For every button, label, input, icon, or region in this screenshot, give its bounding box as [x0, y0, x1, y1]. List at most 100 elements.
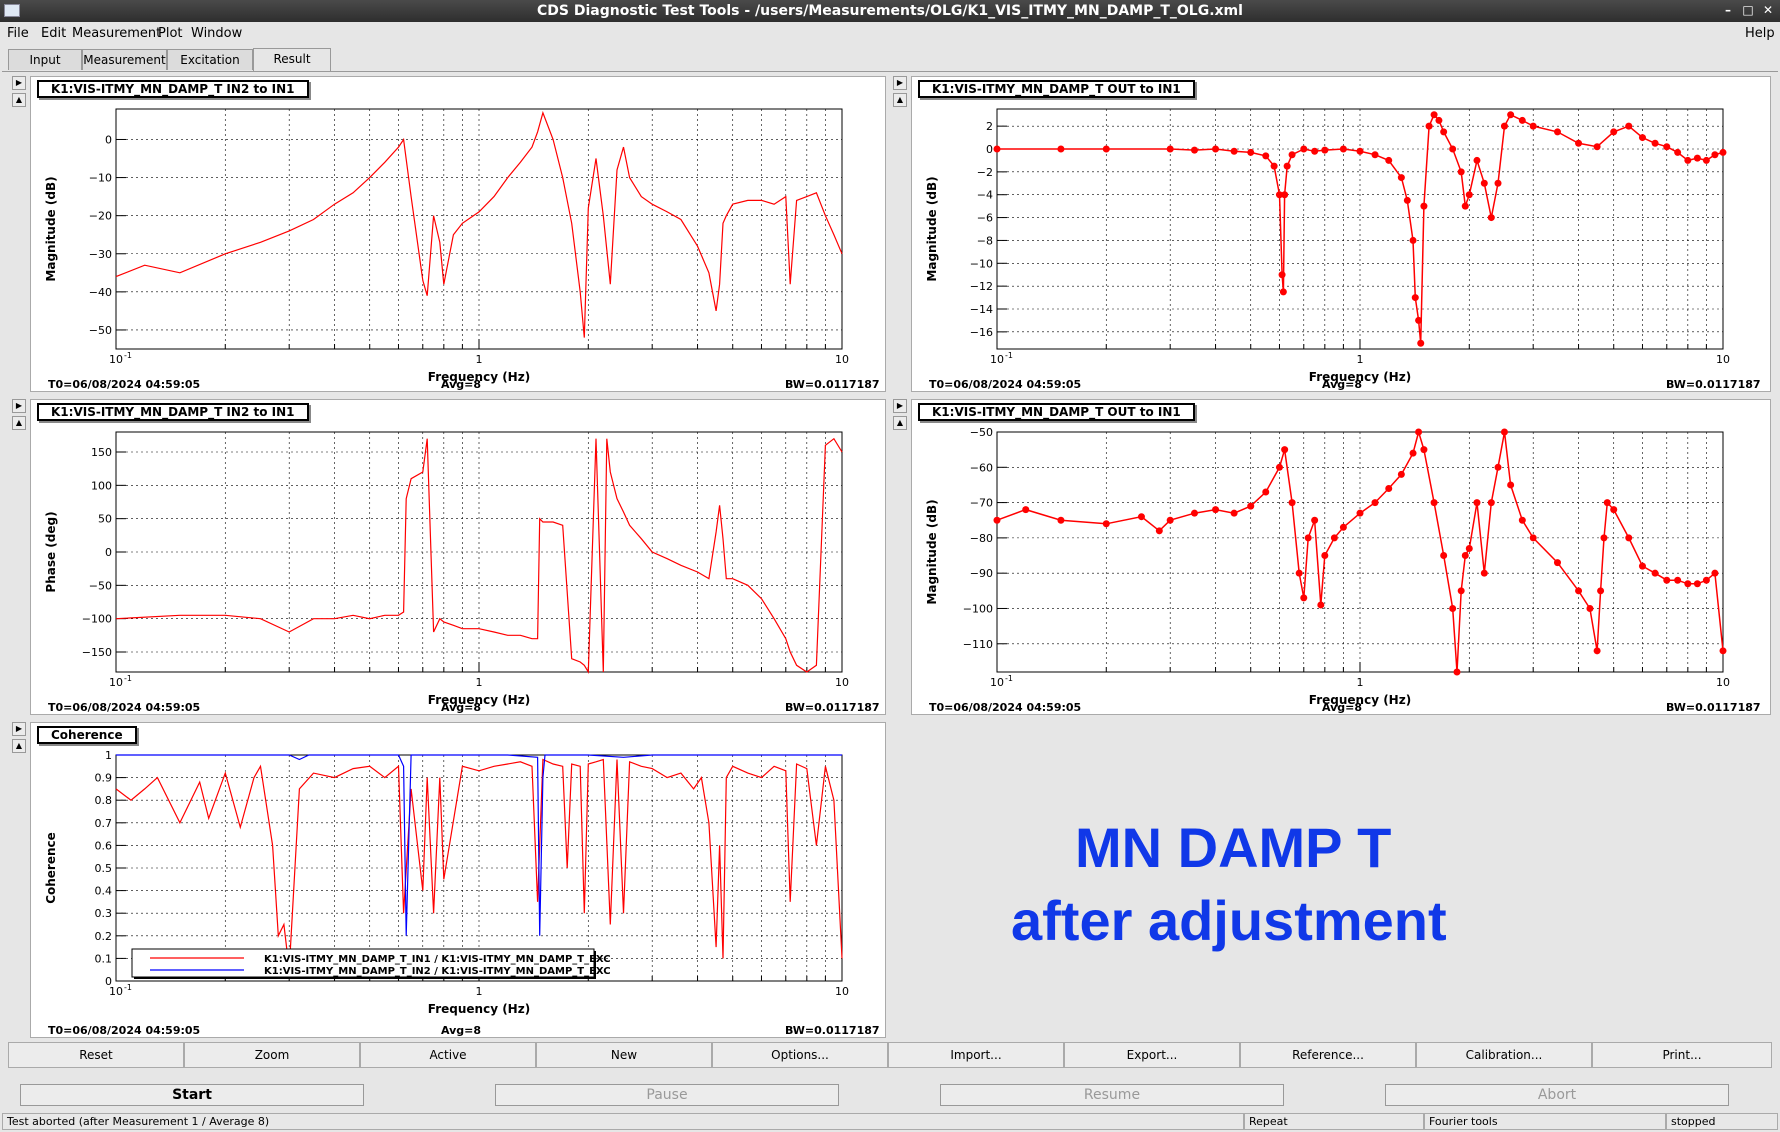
- tick-label-y: −90: [970, 567, 993, 580]
- data-point: [1304, 534, 1312, 542]
- data-point: [993, 145, 1001, 153]
- active-button[interactable]: Active: [360, 1042, 536, 1068]
- data-point: [1415, 316, 1423, 324]
- export-button[interactable]: Export...: [1064, 1042, 1240, 1068]
- data-point: [1022, 506, 1030, 514]
- minimize-icon[interactable]: –: [1725, 3, 1731, 17]
- close-icon[interactable]: ✕: [1762, 3, 1774, 17]
- tab-measurement[interactable]: Measurement: [82, 49, 167, 70]
- data-point: [1295, 569, 1303, 577]
- abort-button[interactable]: Abort: [1385, 1084, 1729, 1106]
- options-button[interactable]: Options...: [712, 1042, 888, 1068]
- panel-expand-icon[interactable]: ▶: [12, 722, 26, 736]
- data-point: [1693, 580, 1701, 588]
- data-point: [1597, 587, 1605, 595]
- zoom-button[interactable]: Zoom: [184, 1042, 360, 1068]
- import-button[interactable]: Import...: [888, 1042, 1064, 1068]
- data-point: [1137, 513, 1145, 521]
- panel-collapse-icon[interactable]: ▲: [893, 93, 907, 107]
- maximize-icon[interactable]: □: [1742, 3, 1754, 17]
- t0-label: T0=06/08/2024 04:59:05: [48, 701, 201, 714]
- data-point: [1102, 145, 1110, 153]
- plot-panel-4[interactable]: K1:VIS-ITMY_MN_DAMP_T OUT to IN1 −50 −60 −…: [911, 399, 1771, 715]
- annotation-title: MN DAMP T: [1075, 816, 1392, 879]
- tab-excitation[interactable]: Excitation: [167, 49, 253, 70]
- resume-button[interactable]: Resume: [940, 1084, 1284, 1106]
- reset-button[interactable]: Reset: [8, 1042, 184, 1068]
- tick-label-x: 10: [990, 676, 1004, 689]
- menu-measurement[interactable]: Measurement: [72, 26, 162, 41]
- panel-title: K1:VIS-ITMY_MN_DAMP_T OUT to IN1: [918, 403, 1195, 421]
- data-point: [1397, 470, 1405, 478]
- data-point: [1487, 499, 1495, 507]
- menu-plot[interactable]: Plot: [158, 26, 183, 41]
- data-point: [1385, 484, 1393, 492]
- status-tools: Fourier tools: [1424, 1113, 1666, 1130]
- avg-label: Avg=8: [441, 378, 482, 391]
- panel-collapse-icon[interactable]: ▲: [12, 739, 26, 753]
- panel-title: K1:VIS-ITMY_MN_DAMP_T IN2 to IN1: [37, 403, 309, 421]
- tick-label-x: 1: [476, 353, 483, 366]
- x-axis-label: Frequency (Hz): [1309, 370, 1411, 384]
- tab-input[interactable]: Input: [8, 49, 82, 70]
- data-point: [1663, 143, 1671, 151]
- tick-label-y: 0.8: [95, 794, 113, 807]
- tick-label-y: −10: [89, 172, 112, 185]
- legend-box: [131, 948, 595, 978]
- plot-panel-5[interactable]: Coherence 1 0.9 0.8 0.7 0.6 0.5 0.4 0.3 0.2 0.1 0 1…: [30, 722, 886, 1038]
- data-point: [1610, 128, 1618, 136]
- new-button[interactable]: New: [536, 1042, 712, 1068]
- print-button[interactable]: Print...: [1592, 1042, 1772, 1068]
- data-point: [1397, 174, 1405, 182]
- status-bar: Test aborted (after Measurement 1 / Aver…: [0, 1112, 1780, 1132]
- window-titlebar: CDS Diagnostic Test Tools - /users/Measu…: [0, 0, 1780, 22]
- panel-collapse-icon[interactable]: ▲: [12, 93, 26, 107]
- panel-expand-icon[interactable]: ▶: [12, 76, 26, 90]
- data-point: [1480, 179, 1488, 187]
- data-point: [1684, 580, 1692, 588]
- tick-label-y: −80: [970, 532, 993, 545]
- panel-collapse-icon[interactable]: ▲: [893, 416, 907, 430]
- tick-label-x-exponent: -1: [124, 674, 132, 683]
- data-point: [1288, 499, 1296, 507]
- panel-title: K1:VIS-ITMY_MN_DAMP_T IN2 to IN1: [37, 80, 309, 98]
- data-point: [1440, 128, 1448, 136]
- series-line: [116, 754, 842, 936]
- panel-expand-icon[interactable]: ▶: [893, 76, 907, 90]
- data-point: [1586, 604, 1594, 612]
- status-repeat: Repeat: [1244, 1113, 1424, 1130]
- tick-label-y: −50: [970, 426, 993, 439]
- data-point: [1610, 506, 1618, 514]
- start-button[interactable]: Start: [20, 1084, 364, 1106]
- data-point: [1311, 516, 1319, 524]
- calibration-button[interactable]: Calibration...: [1416, 1042, 1592, 1068]
- panel-expand-icon[interactable]: ▶: [12, 399, 26, 413]
- plot-panel-2[interactable]: K1:VIS-ITMY_MN_DAMP_T OUT to IN1 2 0 −2 −4−…: [911, 76, 1771, 392]
- plot-panel-1[interactable]: K1:VIS-ITMY_MN_DAMP_T IN2 to IN1 0 −10 −20…: [30, 76, 886, 392]
- menu-window[interactable]: Window: [191, 26, 243, 41]
- x-axis-label: Frequency (Hz): [428, 370, 530, 384]
- tab-result[interactable]: Result: [253, 48, 331, 71]
- tick-label-y: −2: [977, 166, 993, 179]
- plot-frame: [115, 754, 843, 982]
- pause-button[interactable]: Pause: [495, 1084, 839, 1106]
- panel-collapse-icon[interactable]: ▲: [12, 416, 26, 430]
- menu-help[interactable]: Help: [1745, 26, 1775, 41]
- panel-expand-icon[interactable]: ▶: [893, 399, 907, 413]
- menu-edit[interactable]: Edit: [41, 26, 67, 41]
- data-point: [1529, 534, 1537, 542]
- reference-button[interactable]: Reference...: [1240, 1042, 1416, 1068]
- menu-file[interactable]: File: [7, 26, 29, 41]
- series-line: [115, 758, 843, 970]
- data-point: [993, 516, 1001, 524]
- tick-label-x: 10: [109, 676, 123, 689]
- data-point: [1575, 139, 1583, 147]
- plot-panel-3[interactable]: K1:VIS-ITMY_MN_DAMP_T IN2 to IN1 150 100 5…: [30, 399, 886, 715]
- tick-label-y: 0.3: [95, 907, 113, 920]
- tick-label-y: 0.6: [95, 839, 113, 852]
